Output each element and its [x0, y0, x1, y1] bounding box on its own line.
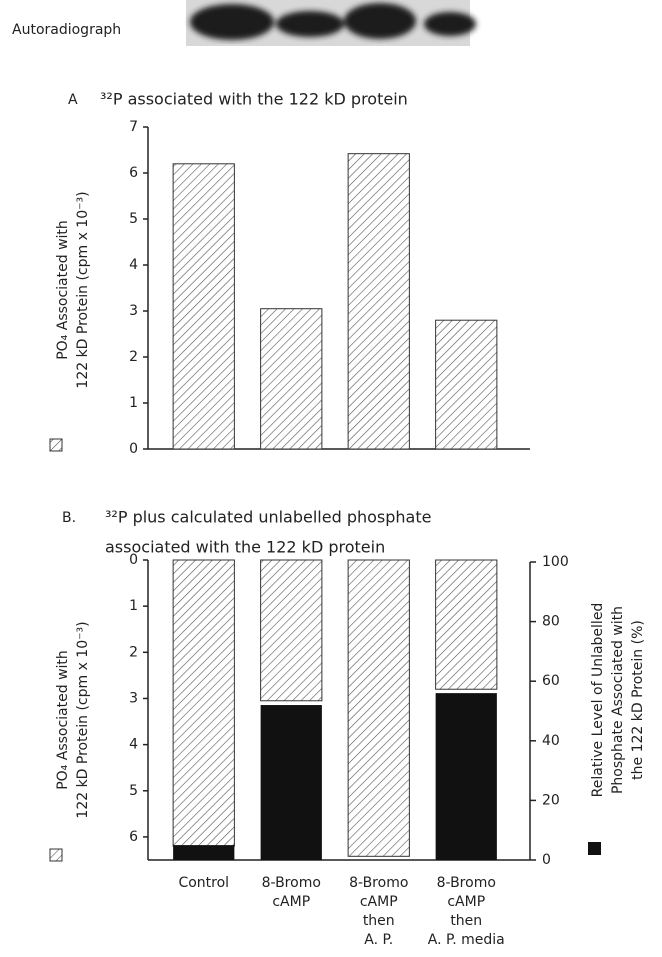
y-tick-label: 0 [129, 441, 138, 457]
x-tick-label: 8-Bromo [437, 875, 496, 891]
legend-swatch [50, 439, 62, 451]
bar-unlabelled [436, 693, 497, 860]
y-tick-label: 1 [129, 395, 138, 411]
chart-title: ³²P associated with the 122 kD protein [100, 90, 408, 109]
chart-title: ³²P plus calculated unlabelled phosphate [105, 508, 431, 527]
y2-tick-label: 100 [542, 554, 569, 570]
panel-label: B. [62, 510, 76, 526]
y2-tick-label: 80 [542, 614, 560, 630]
y2-axis-label: Relative Level of Unlabelled [590, 603, 606, 798]
y-tick-label: 2 [129, 349, 138, 365]
y-tick-label: 5 [129, 211, 138, 227]
y-tick-label: 1 [129, 598, 138, 614]
chart-title: associated with the 122 kD protein [105, 538, 385, 557]
figure: Autoradiograph A ³²P associated with the … [0, 0, 662, 953]
y-tick-label: 4 [129, 257, 138, 273]
panel-label: A [68, 92, 78, 108]
x-tick-label: then [450, 913, 482, 929]
x-tick-label: A. P. [364, 932, 393, 948]
y-tick-label: 6 [129, 829, 138, 845]
y2-tick-label: 20 [542, 792, 560, 808]
x-tick-label: Control [178, 875, 229, 891]
bar-labelled [173, 560, 234, 846]
y-axis-label: 122 kD Protein (cpm x 10⁻³) [75, 191, 91, 388]
y-tick-label: 6 [129, 165, 138, 181]
x-tick-label: cAMP [272, 894, 310, 910]
bar-labelled [261, 560, 322, 701]
bar-labelled [436, 560, 497, 689]
x-tick-label: 8-Bromo [262, 875, 321, 891]
bar [348, 154, 409, 449]
y2-axis-label: the 122 kD Protein (%) [630, 620, 646, 780]
legend-swatch [50, 849, 62, 861]
y-axis-label: PO₄ Associated with [55, 220, 71, 360]
bar-unlabelled [261, 705, 322, 860]
bar [261, 309, 322, 449]
autoradiograph-label: Autoradiograph [12, 22, 121, 38]
y2-tick-label: 60 [542, 673, 560, 689]
y-tick-label: 7 [129, 119, 138, 135]
y-tick-label: 0 [129, 552, 138, 568]
legend-swatch [588, 842, 601, 855]
y2-axis-label: Phosphate Associated with [610, 606, 626, 794]
y2-tick-label: 40 [542, 733, 560, 749]
y-tick-label: 3 [129, 690, 138, 706]
x-tick-label: cAMP [447, 894, 485, 910]
bar [436, 320, 497, 449]
y2-tick-label: 0 [542, 852, 551, 868]
x-tick-label: A. P. media [428, 932, 505, 948]
gel-image [186, 0, 476, 46]
x-tick-label: then [363, 913, 395, 929]
x-tick-label: cAMP [360, 894, 398, 910]
y-tick-label: 3 [129, 303, 138, 319]
bar-labelled [348, 560, 409, 856]
y-tick-label: 2 [129, 644, 138, 660]
y-tick-label: 4 [129, 737, 138, 753]
bar [173, 164, 234, 449]
bar-unlabelled [173, 845, 234, 860]
x-tick-label: 8-Bromo [349, 875, 408, 891]
y-axis-label: PO₄ Associated with [55, 650, 71, 790]
y-tick-label: 5 [129, 783, 138, 799]
y-axis-label: 122 kD Protein (cpm x 10⁻³) [75, 621, 91, 818]
